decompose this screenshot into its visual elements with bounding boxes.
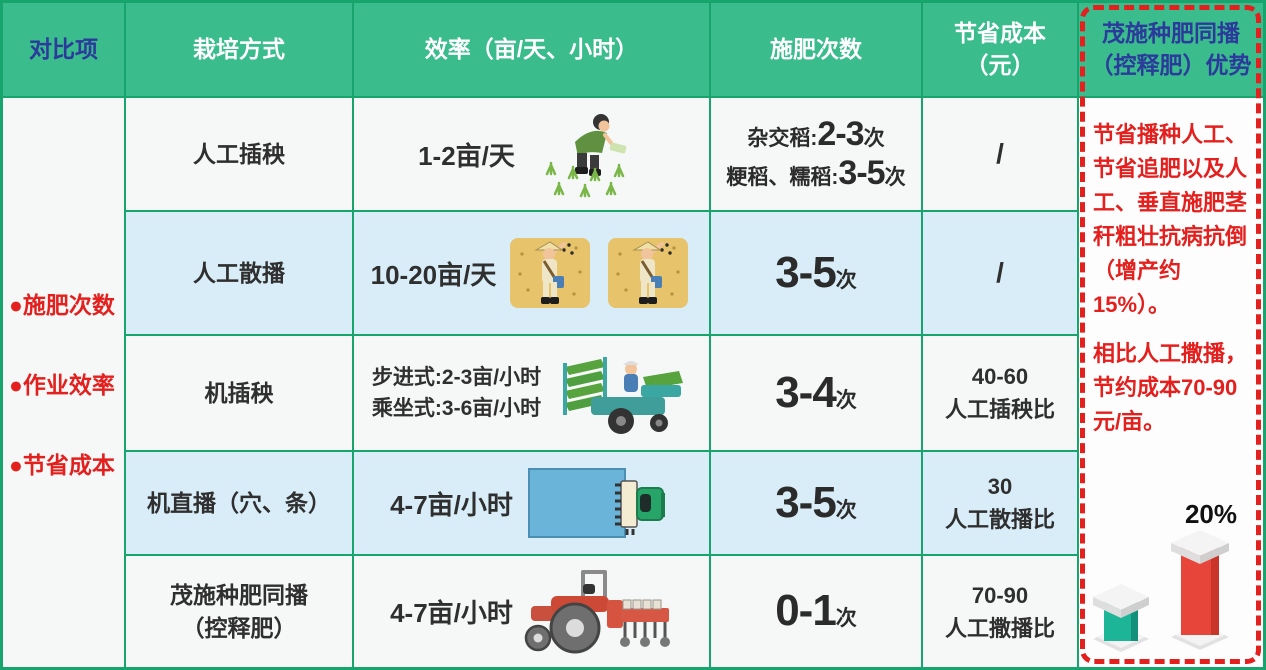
advantage-paragraph-2: 相比人工撒播，节约成本70-90元/亩。	[1093, 340, 1248, 434]
fert-count: 3-5	[775, 247, 837, 297]
cost-value: /	[996, 257, 1004, 288]
efficiency-value: 步进式:2-3亩/小时 乘坐式:3-6亩/小时	[371, 365, 542, 421]
fert-unit: 次	[835, 268, 857, 292]
row-efficiency-manual-transplanting: 1-2亩/天	[354, 98, 709, 210]
fert-count: 3-5	[775, 477, 837, 527]
header-cost-line1: 节省成本	[954, 20, 1046, 47]
row-efficiency-maoshi-simultaneous: 4-7亩/小时	[354, 556, 709, 667]
row-method-manual-broadcast: 人工散播	[126, 212, 352, 334]
broadcast-farmer-icon	[604, 228, 692, 318]
header-advantage-line2: （控释肥）优势	[1090, 51, 1252, 78]
header-fertilization: 施肥次数	[711, 3, 921, 96]
row-method-manual-transplanting: 人工插秧	[126, 98, 352, 210]
cost-value: /	[996, 138, 1004, 169]
advantage-panel: 节省播种人工、节省追肥以及人工、垂直施肥茎秆粗壮抗病抗倒（增产约15%）。 相比…	[1079, 98, 1263, 667]
direct-seeder-icon	[523, 461, 673, 545]
efficiency-value: 1-2亩/天	[418, 140, 515, 171]
row-efficiency-direct-seeding: 4-7亩/小时	[354, 452, 709, 554]
row-fertilization-manual-transplanting: 杂交稻: 2-3 次 粳稻、糯稻: 3-5 次	[711, 98, 921, 210]
header-compare: 对比项	[3, 3, 124, 96]
header-efficiency: 效率（亩/天、小时）	[354, 3, 709, 96]
fert-count: 3-5	[838, 154, 885, 192]
fert-count: 0-1	[775, 586, 837, 636]
bullet-efficiency: ●作业效率	[9, 371, 115, 398]
bar-chart-graphic	[1093, 530, 1229, 652]
farmer-transplanting-icon	[525, 108, 645, 200]
cost-baseline: 人工插秧比	[944, 397, 1055, 422]
method-line1: 茂施种肥同播	[170, 582, 308, 609]
transplanter-machine-icon	[551, 345, 691, 441]
fert-unit: 次	[863, 126, 885, 150]
row-cost-maoshi-simultaneous: 70-90 人工撒播比	[923, 556, 1077, 667]
broadcast-farmer-icon	[506, 228, 594, 318]
fert-count: 2-3	[817, 114, 864, 153]
header-cost-line2: （元）	[965, 51, 1035, 78]
bullet-cost: ●节省成本	[9, 451, 115, 478]
cost-value: 40-60	[971, 364, 1029, 389]
comparison-bullet-list: ●施肥次数 ●作业效率 ●节省成本	[3, 98, 124, 667]
cost-value: 70-90	[971, 582, 1029, 608]
row-fertilization-direct-seeding: 3-5 次	[711, 452, 921, 554]
header-advantage: 茂施种肥同播 （控释肥）优势	[1079, 3, 1263, 96]
header-method: 栽培方式	[126, 3, 352, 96]
fert-unit: 次	[835, 607, 857, 631]
advantage-paragraph-1: 节省播种人工、节省追肥以及人工、垂直施肥茎秆粗壮抗病抗倒（增产约15%）。	[1093, 122, 1248, 318]
row-fertilization-manual-broadcast: 3-5 次	[711, 212, 921, 334]
cost-baseline: 人工散播比	[944, 507, 1055, 532]
row-cost-direct-seeding: 30 人工散播比	[923, 452, 1077, 554]
row-method-direct-seeding: 机直播（穴、条）	[126, 452, 352, 554]
fert-unit: 次	[835, 388, 857, 412]
row-method-maoshi-simultaneous: 茂施种肥同播 （控释肥）	[126, 556, 352, 667]
efficiency-value: 10-20亩/天	[370, 259, 497, 290]
tractor-seeder-icon	[523, 564, 673, 660]
header-cost: 节省成本 （元）	[923, 3, 1077, 96]
fert-prefix: 杂交稻:	[747, 126, 818, 150]
cost-baseline: 人工撒播比	[944, 615, 1055, 641]
efficiency-value: 4-7亩/小时	[390, 489, 513, 520]
method-line2: （控释肥）	[181, 614, 297, 641]
fert-unit: 次	[835, 498, 857, 522]
fert-count: 3-4	[775, 367, 837, 417]
fert-unit: 次	[884, 166, 906, 189]
row-efficiency-manual-broadcast: 10-20亩/天	[354, 212, 709, 334]
row-efficiency-machine-transplanting: 步进式:2-3亩/小时 乘坐式:3-6亩/小时	[354, 336, 709, 450]
cost-value: 30	[987, 474, 1013, 499]
row-fertilization-maoshi-simultaneous: 0-1 次	[711, 556, 921, 667]
row-fertilization-machine-transplanting: 3-4 次	[711, 336, 921, 450]
chart-percent-label: 20%	[1184, 499, 1237, 529]
row-method-machine-transplanting: 机插秧	[126, 336, 352, 450]
row-cost-manual-transplanting: /	[923, 98, 1077, 210]
row-cost-machine-transplanting: 40-60 人工插秧比	[923, 336, 1077, 450]
savings-bar-chart: 20%	[1083, 499, 1251, 659]
header-advantage-line1: 茂施种肥同播	[1102, 20, 1240, 47]
bullet-fertilization: ●施肥次数	[9, 291, 115, 318]
efficiency-value: 4-7亩/小时	[390, 598, 513, 628]
fert-prefix: 粳稻、糯稻:	[726, 166, 839, 189]
row-cost-manual-broadcast: /	[923, 212, 1077, 334]
